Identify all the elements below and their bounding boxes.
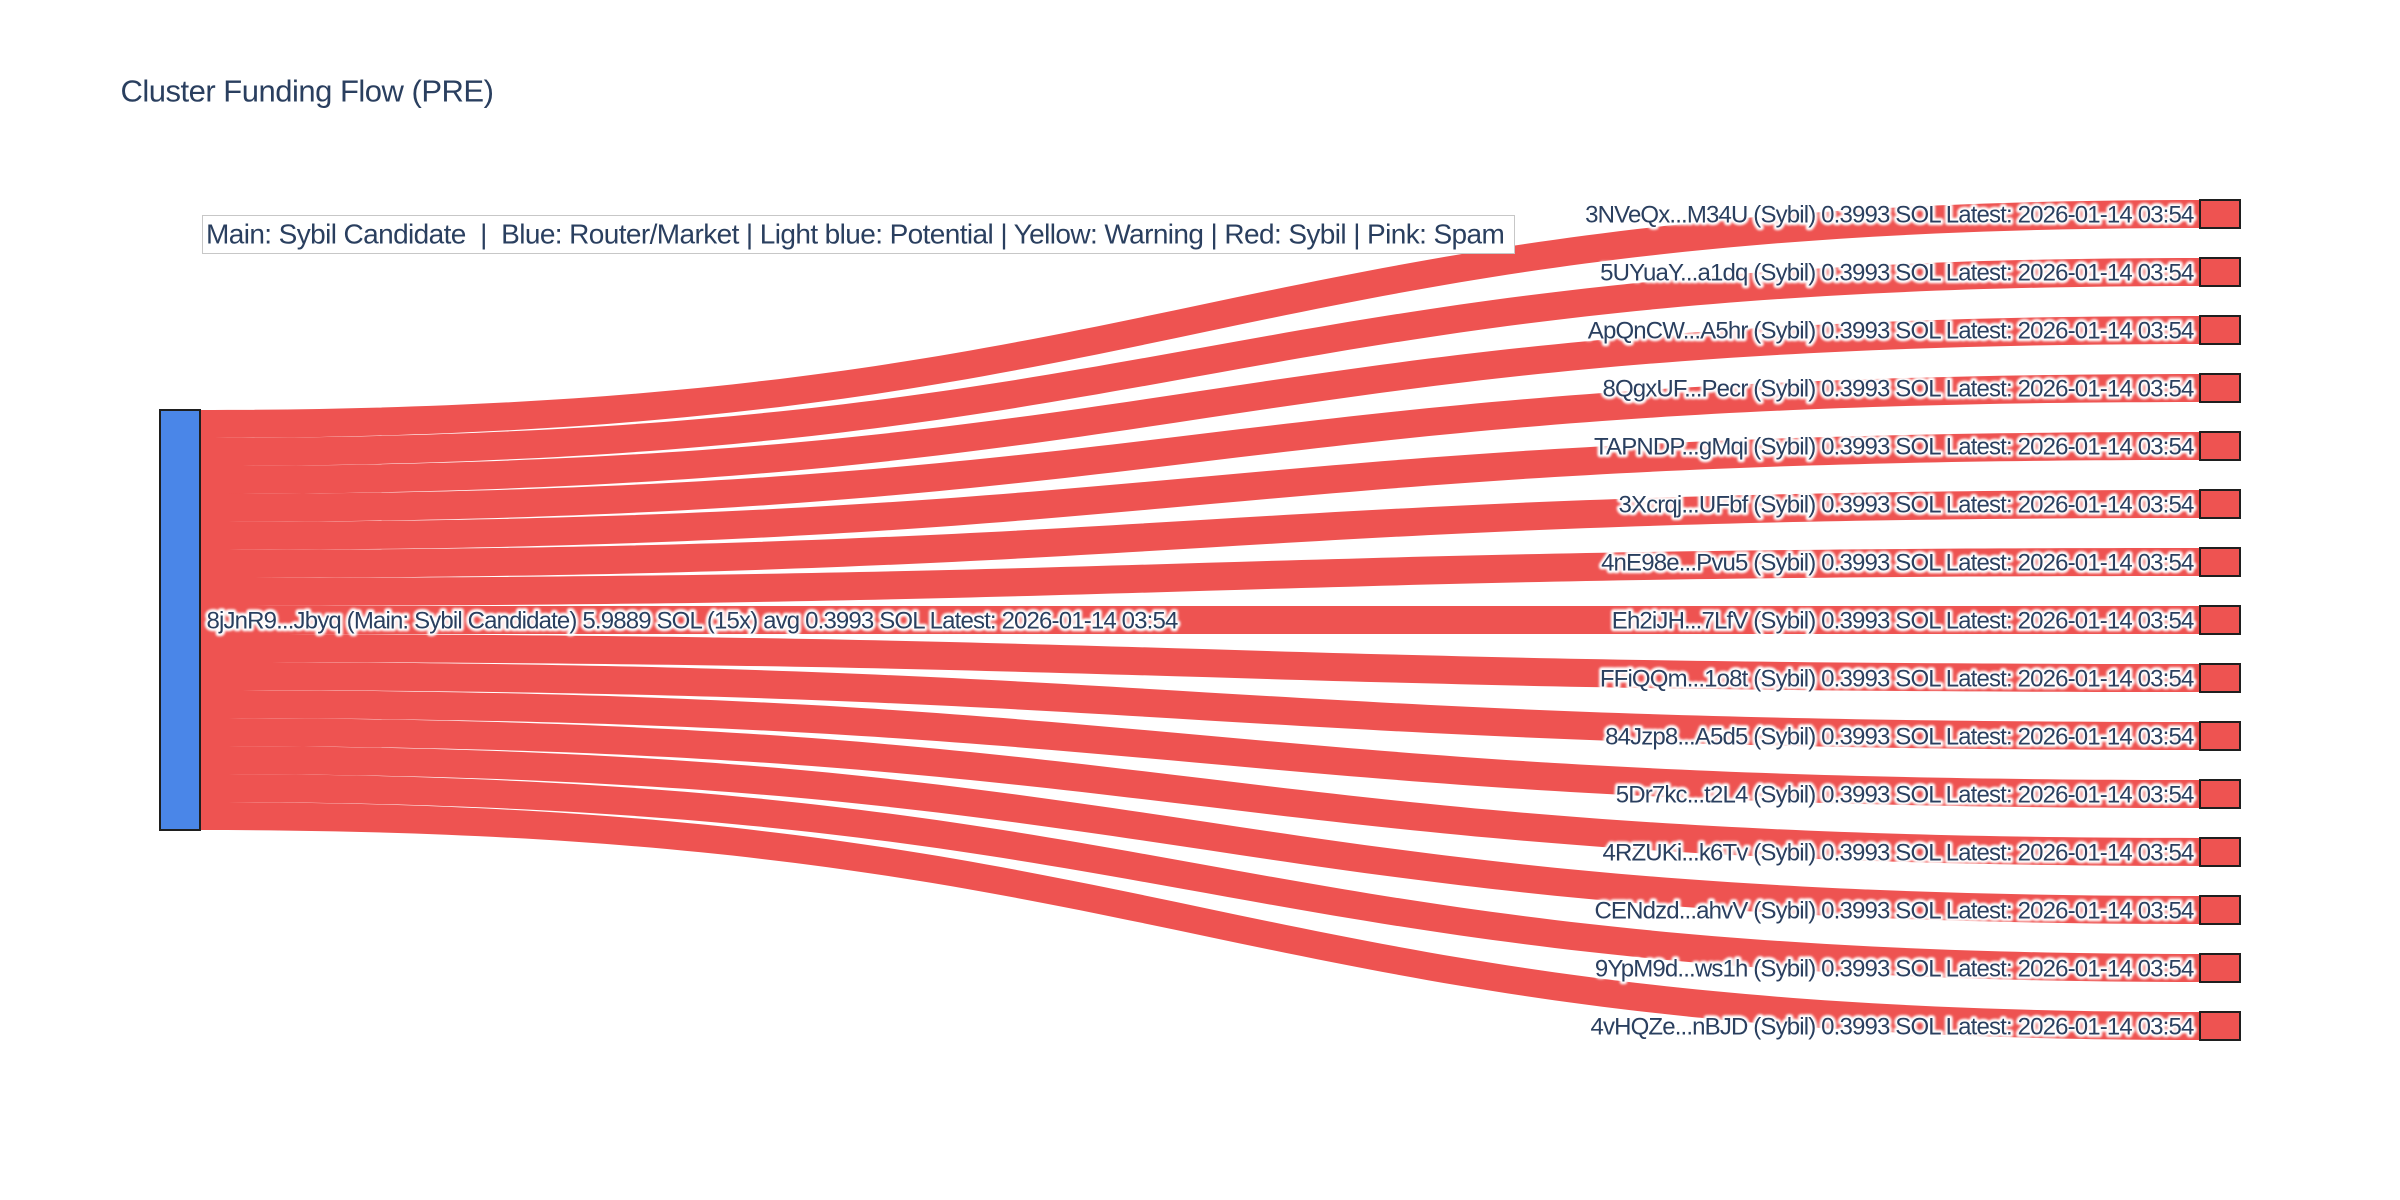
target-node-label-halo: 8QgxUF...Pecr (Sybil) 0.3993 SOL Latest:… xyxy=(1602,375,2194,402)
target-node-label: FFiQQm...1o8t (Sybil) 0.3993 SOL Latest:… xyxy=(1600,665,2194,692)
sankey-node-target[interactable] xyxy=(2199,779,2241,809)
sankey-link[interactable] xyxy=(200,548,2200,606)
target-node-label-halo: 4vHQZe...nBJD (Sybil) 0.3993 SOL Latest:… xyxy=(1590,1013,2194,1040)
sankey-link[interactable] xyxy=(200,490,2200,578)
sankey-link[interactable] xyxy=(200,746,2200,924)
sankey-link[interactable] xyxy=(200,718,2200,866)
target-node-label-halo: ApQnCW...A5hr (Sybil) 0.3993 SOL Latest:… xyxy=(1588,317,2194,344)
target-node-label: CENdzd...ahvV (Sybil) 0.3993 SOL Latest:… xyxy=(1594,897,2194,924)
sankey-node-target[interactable] xyxy=(2199,547,2241,577)
target-node-label-halo: FFiQQm...1o8t (Sybil) 0.3993 SOL Latest:… xyxy=(1600,665,2194,692)
sankey-node-target[interactable] xyxy=(2199,837,2241,867)
target-node-label: 84Jzp8...A5d5 (Sybil) 0.3993 SOL Latest:… xyxy=(1605,723,2194,750)
legend-annotation: Main: Sybil Candidate | Blue: Router/Mar… xyxy=(202,215,1515,254)
target-node-label: ApQnCW...A5hr (Sybil) 0.3993 SOL Latest:… xyxy=(1588,317,2194,344)
target-node-label: 4RZUKi...k6Tv (Sybil) 0.3993 SOL Latest:… xyxy=(1603,839,2194,866)
sankey-node-target[interactable] xyxy=(2199,895,2241,925)
target-node-label-halo: 3Xcrqj...UFbf (Sybil) 0.3993 SOL Latest:… xyxy=(1618,491,2194,518)
target-node-label-halo: TAPNDP...gMqi (Sybil) 0.3993 SOL Latest:… xyxy=(1594,433,2194,460)
target-node-label: 5UYuaY...a1dq (Sybil) 0.3993 SOL Latest:… xyxy=(1600,259,2194,286)
sankey-link[interactable] xyxy=(200,316,2200,494)
target-node-label: Eh2iJH...7LfV (Sybil) 0.3993 SOL Latest:… xyxy=(1612,607,2194,634)
sankey-link[interactable] xyxy=(200,690,2200,808)
source-node-label: 8jJnR9...Jbyq (Main: Sybil Candidate) 5.… xyxy=(207,607,1178,634)
sankey-node-labels: 8jJnR9...Jbyq (Main: Sybil Candidate) 5.… xyxy=(204,199,2198,1044)
target-node-label: 4vHQZe...nBJD (Sybil) 0.3993 SOL Latest:… xyxy=(1590,1013,2194,1040)
sankey-nodes xyxy=(159,199,2241,1041)
target-node-label: 3Xcrqj...UFbf (Sybil) 0.3993 SOL Latest:… xyxy=(1618,491,2194,518)
target-node-label-halo: 4RZUKi...k6Tv (Sybil) 0.3993 SOL Latest:… xyxy=(1603,839,2194,866)
sankey-node-target[interactable] xyxy=(2199,1011,2241,1041)
sankey-link[interactable] xyxy=(200,634,2200,692)
sankey-node-target[interactable] xyxy=(2199,953,2241,983)
target-node-label-halo: 5Dr7kc...t2L4 (Sybil) 0.3993 SOL Latest:… xyxy=(1616,781,2194,808)
source-node-label-halo: 8jJnR9...Jbyq (Main: Sybil Candidate) 5.… xyxy=(207,607,1178,634)
sankey-link[interactable] xyxy=(200,802,2200,1040)
sankey-link[interactable] xyxy=(200,200,2200,438)
target-node-label-halo: Eh2iJH...7LfV (Sybil) 0.3993 SOL Latest:… xyxy=(1612,607,2194,634)
target-node-label-halo: 5UYuaY...a1dq (Sybil) 0.3993 SOL Latest:… xyxy=(1600,259,2194,286)
sankey-link[interactable] xyxy=(200,432,2200,550)
sankey-node-target[interactable] xyxy=(2199,315,2241,345)
sankey-node-target[interactable] xyxy=(2199,489,2241,519)
target-node-label: 4nE98e...Pvu5 (Sybil) 0.3993 SOL Latest:… xyxy=(1601,549,2194,576)
sankey-node-target[interactable] xyxy=(2199,257,2241,287)
target-node-label: TAPNDP...gMqi (Sybil) 0.3993 SOL Latest:… xyxy=(1594,433,2194,460)
target-node-label-halo: CENdzd...ahvV (Sybil) 0.3993 SOL Latest:… xyxy=(1594,897,2194,924)
target-node-label-halo: 9YpM9d...ws1h (Sybil) 0.3993 SOL Latest:… xyxy=(1595,955,2194,982)
target-node-label-halo: 84Jzp8...A5d5 (Sybil) 0.3993 SOL Latest:… xyxy=(1605,723,2194,750)
sankey-node-target[interactable] xyxy=(2199,373,2241,403)
sankey-link[interactable] xyxy=(200,374,2200,522)
target-node-label-halo: 4nE98e...Pvu5 (Sybil) 0.3993 SOL Latest:… xyxy=(1601,549,2194,576)
target-node-label: 9YpM9d...ws1h (Sybil) 0.3993 SOL Latest:… xyxy=(1595,955,2194,982)
target-node-label: 8QgxUF...Pecr (Sybil) 0.3993 SOL Latest:… xyxy=(1602,375,2194,402)
sankey-links xyxy=(200,200,2200,1040)
sankey-node-target[interactable] xyxy=(2199,605,2241,635)
target-node-label-halo: 3NVeQx...M34U (Sybil) 0.3993 SOL Latest:… xyxy=(1585,201,2194,228)
sankey-link[interactable] xyxy=(200,662,2200,750)
legend-annotation-text: Main: Sybil Candidate | Blue: Router/Mar… xyxy=(206,219,1504,250)
sankey-node-source[interactable] xyxy=(159,409,201,831)
sankey-link[interactable] xyxy=(200,258,2200,466)
target-node-label: 5Dr7kc...t2L4 (Sybil) 0.3993 SOL Latest:… xyxy=(1616,781,2194,808)
sankey-node-target[interactable] xyxy=(2199,721,2241,751)
sankey-link[interactable] xyxy=(200,606,2200,634)
target-node-label: 3NVeQx...M34U (Sybil) 0.3993 SOL Latest:… xyxy=(1585,201,2194,228)
sankey-node-target[interactable] xyxy=(2199,431,2241,461)
sankey-node-target[interactable] xyxy=(2199,663,2241,693)
legend-annotation-box xyxy=(202,215,1515,254)
sankey-link[interactable] xyxy=(200,774,2200,982)
sankey-node-target[interactable] xyxy=(2199,199,2241,229)
chart-title: Cluster Funding Flow (PRE) xyxy=(121,74,494,109)
